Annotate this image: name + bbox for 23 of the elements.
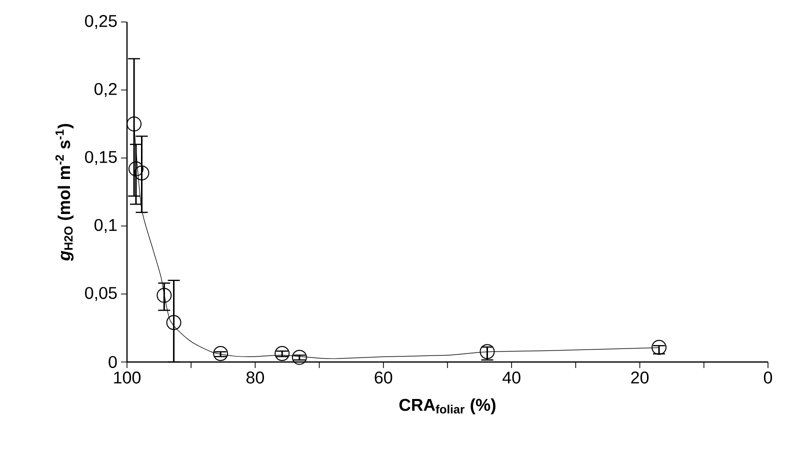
x-tick-label: 60: [374, 372, 392, 384]
y-tick-label: 0: [108, 356, 117, 368]
point: [213, 346, 228, 362]
point: [134, 165, 150, 180]
x-tick-label: 100: [114, 372, 141, 384]
point: [274, 346, 290, 362]
point: [156, 288, 172, 303]
y-tick-label: 0,15: [85, 150, 117, 166]
y-tick-label: 0,1: [94, 218, 117, 234]
y-tick-label: 0,25: [85, 14, 117, 30]
x-axis-title: CRA$_{foliar}$ (%): [399, 398, 496, 414]
point: [128, 161, 144, 176]
y-axis-title: g$_{H2O}$ (mol m$^{-2}$ s$^{-1}$): [55, 124, 74, 261]
x-tick-label: 40: [502, 372, 520, 384]
y-tick-label: 0,05: [85, 286, 117, 302]
point: [292, 350, 307, 365]
x-tick-label: 20: [631, 372, 649, 384]
point: [126, 116, 142, 132]
y-tick-label: 0,2: [94, 82, 117, 98]
x-tick-label: 0: [764, 372, 772, 384]
point: [652, 340, 667, 355]
x-tick-label: 80: [246, 372, 264, 384]
point: [166, 315, 182, 330]
